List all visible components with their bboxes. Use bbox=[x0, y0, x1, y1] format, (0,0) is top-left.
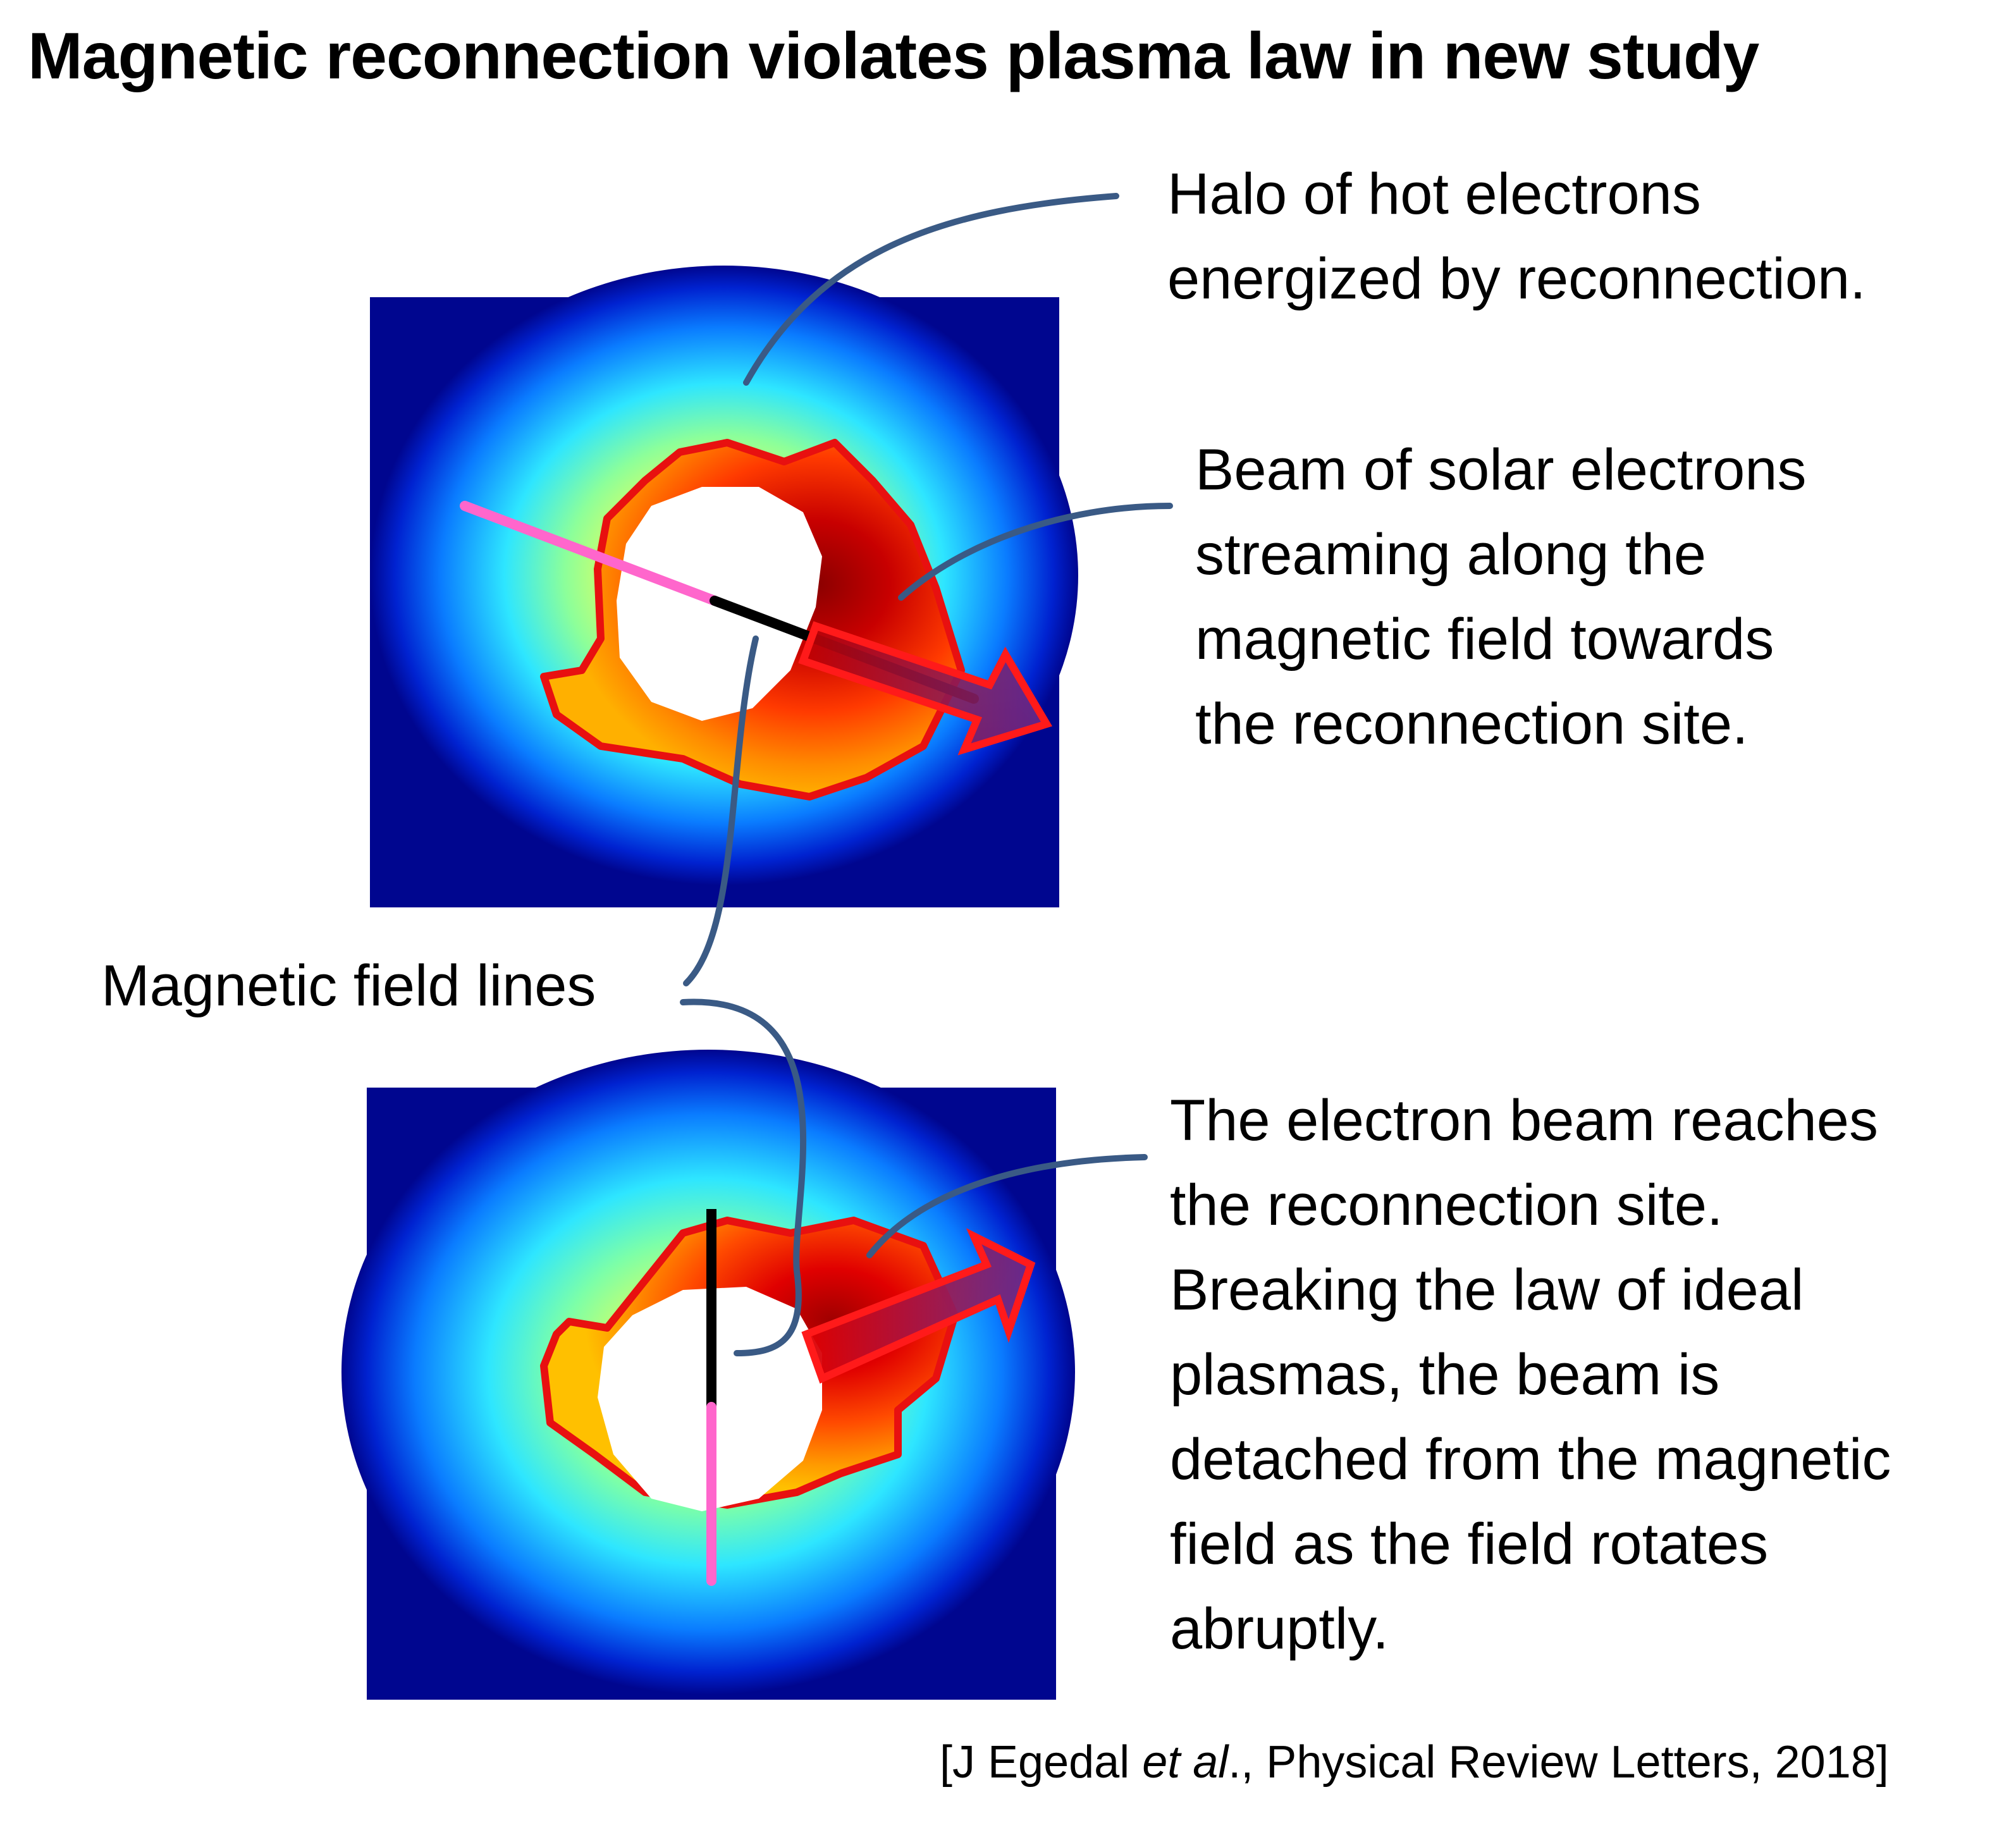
citation: [J Egedal et al., Physical Review Letter… bbox=[940, 1736, 1889, 1788]
bottom-label-line: Breaking the law of ideal bbox=[1170, 1258, 1804, 1322]
page-title: Magnetic reconnection violates plasma la… bbox=[28, 20, 1759, 93]
top-beam-arrow bbox=[798, 621, 1053, 756]
callout-lines bbox=[680, 193, 1173, 1356]
halo-label-line: energized by reconnection. bbox=[1167, 247, 1866, 311]
top-simulation-panel bbox=[370, 266, 1078, 907]
bottom-label-line: field as the field rotates bbox=[1170, 1512, 1769, 1576]
beam-callout-line bbox=[898, 503, 1173, 601]
beam-label-line: the reconnection site. bbox=[1195, 692, 1749, 756]
beam-label-line: Beam of solar electrons bbox=[1195, 438, 1807, 502]
citation-italic: et al bbox=[1142, 1737, 1229, 1788]
beam-label: Beam of solar electrons streaming along … bbox=[1195, 427, 1806, 766]
halo-label: Halo of hot electrons energized by recon… bbox=[1167, 152, 1866, 321]
bottom-label-line: The electron beam reaches bbox=[1170, 1088, 1878, 1153]
bottom-label-line: the reconnection site. bbox=[1170, 1173, 1723, 1237]
bottom-label-line: abruptly. bbox=[1170, 1597, 1389, 1661]
halo-label-line: Halo of hot electrons bbox=[1167, 162, 1701, 226]
bottom-beam-arrow bbox=[801, 1228, 1036, 1384]
top-field-line-pink bbox=[460, 501, 720, 606]
bottom-label-line: plasmas, the beam is bbox=[1170, 1342, 1720, 1407]
bottom-callout-line bbox=[866, 1154, 1148, 1258]
halo-callout-line bbox=[743, 193, 1119, 386]
bottom-label-line: detached from the magnetic bbox=[1170, 1427, 1891, 1492]
field-lines-callout-lower bbox=[680, 998, 807, 1356]
bottom-panel-label: The electron beam reaches the reconnecti… bbox=[1170, 1078, 1891, 1671]
citation-suffix: ., Physical Review Letters, 2018] bbox=[1228, 1737, 1889, 1788]
bottom-simulation-panel bbox=[341, 1050, 1075, 1700]
beam-label-line: magnetic field towards bbox=[1195, 607, 1774, 672]
citation-prefix: [J Egedal bbox=[940, 1737, 1143, 1788]
field-lines-callout-upper bbox=[683, 635, 759, 986]
beam-label-line: streaming along the bbox=[1195, 522, 1707, 587]
field-lines-label: Magnetic field lines bbox=[101, 954, 596, 1018]
